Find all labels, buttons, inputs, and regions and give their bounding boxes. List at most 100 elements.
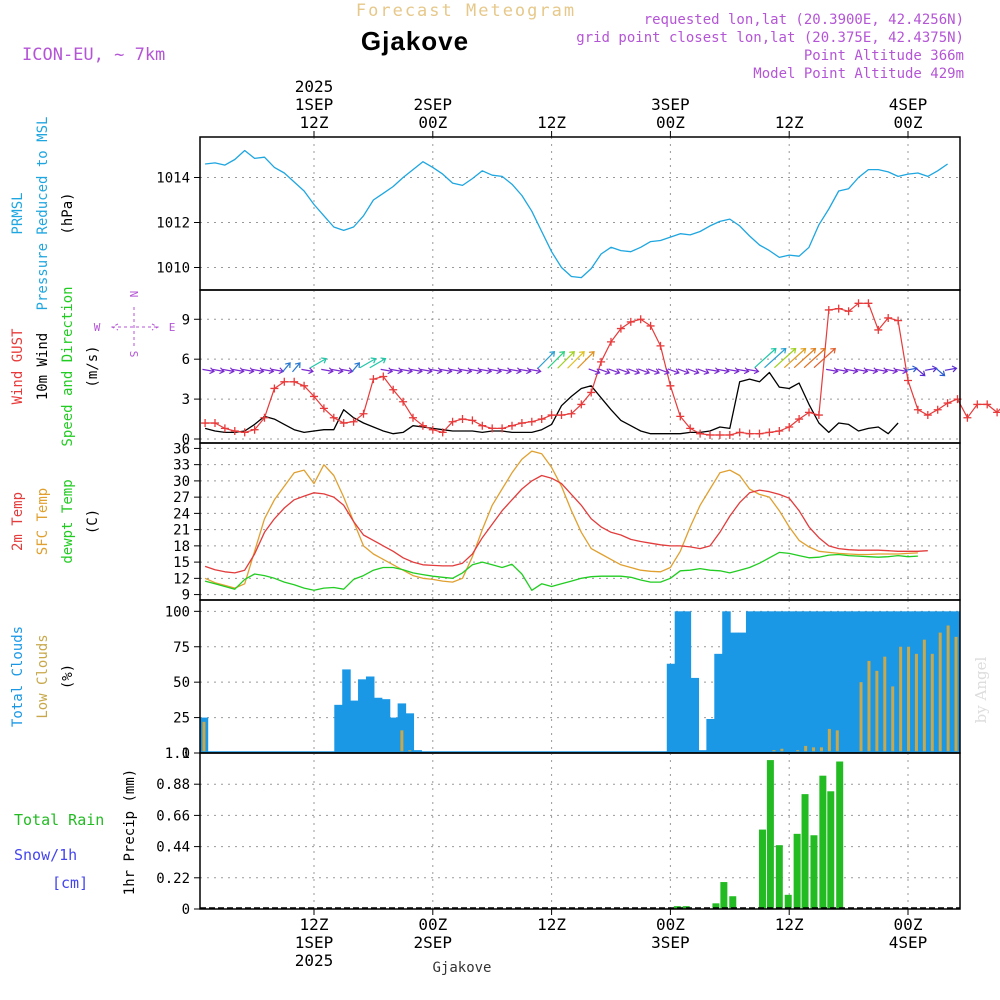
wind-direction-arrow-icon [222,367,235,375]
y-tick-label: 75 [173,640,190,656]
gust-marker [636,315,645,324]
wind-direction-arrow-icon [202,367,215,375]
wind-direction-arrow-icon [261,367,275,375]
total-cloud-bar [730,632,739,753]
gust-marker [369,375,378,384]
precip-bar [827,791,835,909]
top-time-label: 3SEP [651,95,690,114]
low-cloud-bar [812,747,816,753]
y-tick-label: 0 [182,746,190,762]
total-cloud-bar [334,704,343,753]
wind-direction-arrow-icon [608,368,621,375]
total-cloud-bar [381,699,391,753]
wind-direction-arrow-icon [369,357,387,369]
wind-direction-arrow-icon [292,362,301,373]
bottom-time-label: 12Z [300,915,329,934]
precip-bar [775,845,783,909]
wind-direction-arrow-icon [855,367,869,375]
bottom-time-label: 00Z [656,915,685,934]
gust-marker [785,423,794,432]
gust-marker [706,431,714,440]
wind-direction-arrow-icon [944,365,958,373]
compass-cross-icon [110,307,160,347]
chart-title: Forecast Meteogram [356,1,576,21]
gust-marker [270,384,279,393]
compass-north: N [127,291,140,298]
y-tick-label: 0.22 [156,871,190,887]
wind-direction-arrow-icon [479,367,493,375]
y-tick-label: 21 [173,523,190,539]
wind-direction-arrow-icon [637,368,651,375]
gust-marker [240,428,249,437]
precip-bar [729,896,737,909]
top-time-label: 4SEP [889,95,928,114]
bottom-time-label: 12Z [775,915,804,934]
wind-direction-arrow-icon [826,367,839,375]
gust-marker [418,421,427,430]
gust-marker [260,413,269,422]
precip-bar [836,761,844,909]
gust-marker [904,376,912,385]
gust-marker [696,429,705,438]
total-cloud-bar [674,611,684,753]
gust-marker [577,400,586,409]
wind-direction-arrow-icon [925,365,938,373]
top-time-label: 12Z [300,113,329,132]
wind-direction-arrow-icon [537,350,556,369]
top-time-label: 2025 [295,77,334,96]
point-altitude: Point Altitude 366m [804,48,964,64]
precip-bar [712,903,720,909]
precip-bar [766,760,774,909]
bottom-time-label: 12Z [537,915,566,934]
wind-direction-arrow-icon [773,347,797,369]
wind-direction-arrow-icon [557,350,575,369]
axis-label-line: (hPa) [60,192,76,234]
gust-marker [428,425,437,434]
total-cloud-bar [682,611,692,753]
gust-marker [250,425,259,434]
axis-label-line: Total Clouds [10,626,26,727]
axis-label-snow: Snow/1h [14,846,77,864]
wind-direction-arrow-icon [577,350,595,369]
low-cloud-bar [938,632,942,753]
bottom-time-label: 00Z [418,915,447,934]
y-tick-label: 9 [182,588,190,604]
wind-direction-arrow-icon [845,367,859,375]
wind-direction-arrow-icon [509,367,522,375]
total-cloud-bar [745,611,755,753]
y-tick-label: 100 [165,604,190,620]
top-time-label: 00Z [418,113,447,132]
precip-bar [758,829,766,909]
wind-direction-arrow-icon [895,367,908,375]
y-tick-label: 18 [173,539,190,555]
axis-label-line: 10m Wind [35,333,51,400]
wind-direction-arrow-icon [439,367,453,375]
wind-direction-arrow-icon [793,347,817,369]
wind-direction-arrow-icon [628,368,641,375]
gust-marker [973,400,982,409]
wind-direction-arrow-icon [677,368,690,375]
axis-label-line: 2m Temp [10,492,26,551]
wind-direction-arrow-icon [331,367,344,375]
y-tick-label: 12 [173,571,190,587]
total-cloud-bar [714,653,723,753]
axis-label-line: (%) [60,664,76,689]
wind-direction-arrow-icon [232,367,245,375]
gust-marker [735,428,744,437]
low-cloud-bar [859,682,863,753]
gust-marker [656,341,665,350]
gust-marker [468,416,477,425]
top-time-label: 12Z [537,113,566,132]
dewpt-line [204,551,918,591]
low-cloud-bar [819,747,823,753]
total-cloud-bar [785,611,795,753]
total-cloud-bar [706,719,715,753]
y-tick-label: 33 [173,458,190,474]
axis-label-precip: 1hr Precip (mm) [122,769,138,895]
wind-gust-line [205,302,1000,436]
gust-marker [201,419,210,428]
y-tick-label: 50 [173,675,190,691]
model-label: ICON-EU, ~ 7km [22,45,165,65]
gust-marker [280,377,289,386]
gust-marker [943,399,952,408]
